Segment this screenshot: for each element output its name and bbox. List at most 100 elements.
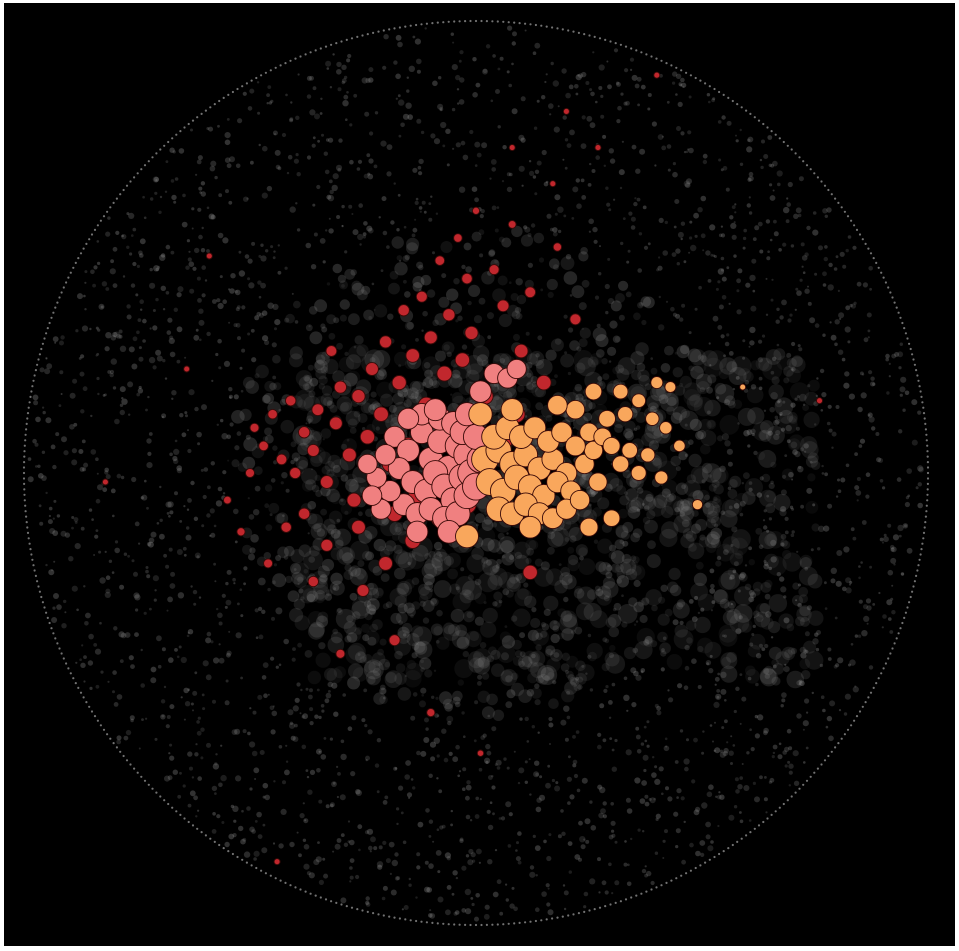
- boundary-dot: [109, 206, 112, 209]
- background-point: [737, 422, 740, 425]
- boundary-dot: [919, 390, 922, 393]
- background-point: [256, 81, 260, 84]
- background-point: [748, 546, 752, 551]
- background-point: [178, 148, 185, 154]
- boundary-dot: [23, 482, 26, 485]
- background-point: [312, 203, 316, 207]
- background-point: [239, 588, 243, 591]
- background-point: [110, 358, 118, 365]
- background-point: [688, 251, 691, 254]
- background-point: [291, 452, 301, 462]
- background-point: [901, 572, 905, 576]
- background-point: [596, 349, 605, 358]
- background-point: [187, 751, 193, 757]
- background-point: [619, 539, 625, 544]
- background-point: [679, 729, 684, 733]
- background-point: [201, 524, 205, 528]
- boundary-dot: [453, 20, 456, 23]
- background-point: [743, 785, 750, 791]
- boundary-dot: [28, 401, 31, 404]
- background-point: [630, 68, 633, 71]
- background-point: [708, 474, 712, 478]
- background-point: [495, 564, 501, 569]
- background-point: [368, 227, 374, 234]
- background-point: [753, 450, 758, 456]
- background-point: [718, 572, 736, 591]
- background-point: [418, 158, 424, 165]
- boundary-dot: [604, 38, 607, 42]
- background-point: [247, 277, 251, 281]
- background-point: [205, 637, 212, 644]
- background-point: [195, 173, 198, 176]
- background-point: [50, 444, 56, 450]
- background-point: [424, 669, 433, 678]
- background-point: [608, 208, 612, 212]
- series-3-bubble: [569, 489, 591, 511]
- background-point: [727, 600, 737, 609]
- boundary-dot: [524, 22, 527, 25]
- boundary-dot: [37, 358, 40, 361]
- background-point: [678, 451, 688, 461]
- background-point: [834, 342, 838, 347]
- background-point: [492, 891, 499, 898]
- boundary-dot: [577, 31, 581, 34]
- background-point: [774, 415, 779, 420]
- background-point: [172, 455, 178, 462]
- boundary-circle-layer: [22, 19, 930, 927]
- background-point: [405, 662, 423, 681]
- series-1-bubble: [434, 255, 446, 266]
- boundary-dot: [485, 923, 488, 927]
- background-point: [638, 232, 643, 236]
- series-1-bubble: [359, 429, 376, 445]
- background-point: [397, 582, 410, 595]
- boundary-dot: [920, 548, 923, 551]
- background-point: [258, 295, 262, 299]
- background-point: [530, 223, 536, 228]
- boundary-dot: [115, 197, 118, 200]
- background-point: [141, 494, 148, 501]
- background-point: [489, 177, 492, 180]
- background-point: [153, 176, 159, 183]
- boundary-dot: [183, 817, 186, 820]
- background-point: [585, 672, 588, 675]
- boundary-dot: [778, 806, 781, 809]
- background-point: [505, 551, 517, 563]
- background-point: [657, 631, 668, 643]
- background-point: [526, 381, 536, 391]
- background-point: [148, 432, 153, 436]
- series-1-bubble: [423, 330, 438, 345]
- background-point: [379, 695, 388, 705]
- background-point: [53, 560, 56, 563]
- background-point: [397, 687, 412, 701]
- background-point: [788, 438, 801, 451]
- background-point: [469, 631, 480, 642]
- background-point: [340, 897, 347, 904]
- boundary-dot: [926, 471, 930, 475]
- background-point: [222, 299, 227, 305]
- background-point: [844, 326, 851, 333]
- background-point: [202, 707, 206, 711]
- background-point: [308, 545, 320, 557]
- background-point: [150, 531, 157, 538]
- background-point: [698, 536, 710, 548]
- background-point: [768, 482, 775, 489]
- background-point: [373, 308, 376, 311]
- background-point: [563, 214, 567, 218]
- series-1-bubble: [320, 538, 334, 552]
- background-point: [389, 588, 408, 606]
- background-point: [868, 266, 873, 271]
- boundary-dot: [398, 26, 401, 29]
- boundary-dot: [665, 62, 668, 65]
- background-point: [799, 278, 803, 282]
- background-point: [309, 621, 325, 638]
- boundary-dot: [802, 160, 805, 163]
- background-point: [605, 617, 617, 628]
- background-point: [222, 492, 226, 495]
- background-point: [323, 737, 327, 740]
- background-point: [453, 278, 460, 285]
- background-point: [455, 319, 459, 323]
- background-point: [550, 527, 570, 547]
- background-point: [506, 70, 510, 74]
- background-point: [605, 571, 613, 579]
- background-point: [53, 499, 57, 503]
